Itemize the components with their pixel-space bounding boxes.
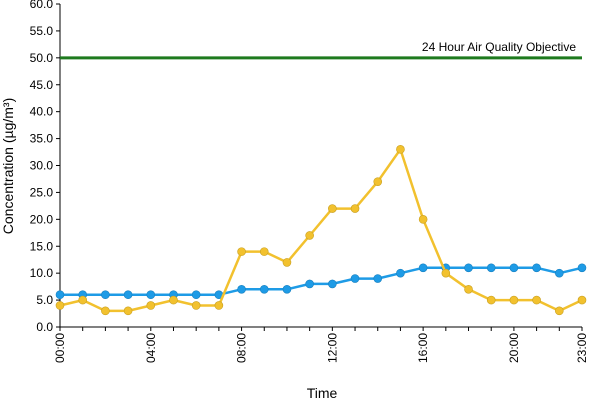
series-2-point	[532, 295, 541, 305]
y-tick-label: 20.0	[30, 212, 54, 226]
series-2-point	[259, 247, 269, 256]
series-2-point	[123, 306, 133, 316]
series-1-point	[123, 290, 133, 300]
y-tick-label: 40.0	[30, 105, 54, 119]
series-2-point	[577, 295, 587, 305]
x-tick-label: 20:00	[507, 333, 521, 363]
series-1-point	[509, 263, 519, 273]
series-2-point	[396, 145, 405, 154]
series-1-point	[328, 279, 337, 289]
series-2-point	[101, 306, 110, 316]
series-1-point	[555, 268, 564, 278]
y-tick-label: 45.0	[30, 78, 54, 92]
series-2-point	[305, 231, 314, 240]
y-tick-label: 15.0	[30, 239, 54, 253]
series-2-point	[555, 306, 564, 316]
y-tick-label: 30.0	[30, 159, 54, 173]
series-2-point	[328, 204, 337, 213]
series-1-point	[259, 285, 269, 294]
series-2-point	[350, 204, 360, 213]
series-2-point	[237, 247, 246, 256]
y-tick-label: 35.0	[30, 132, 54, 146]
x-tick-label: 00:00	[53, 333, 67, 363]
x-tick-label: 12:00	[325, 333, 339, 363]
series-2-point	[191, 301, 201, 310]
y-tick-label: 10.0	[30, 266, 54, 280]
series-2-point	[169, 295, 178, 305]
series-2-point	[78, 295, 87, 305]
series-1-point	[191, 290, 201, 300]
objective-line-group: 24 Hour Air Quality Objective	[60, 40, 582, 60]
series-2-line	[59, 148, 583, 313]
y-axis-ticks: 0.0 5.0 10.0 15.0 20.0 25.0 30.0 35.0 40.0 45.0 50…	[30, 0, 60, 334]
series-1-point	[486, 263, 496, 273]
x-tick-label: 23:00	[575, 333, 589, 363]
x-tick-label: 04:00	[144, 333, 158, 363]
series-2-point	[282, 258, 292, 267]
series-1-point	[55, 290, 65, 300]
x-tick-label: 16:00	[416, 333, 430, 363]
series-1-line	[60, 266, 583, 296]
series-1-point	[373, 274, 383, 283]
series-1-point	[418, 263, 428, 273]
series-1-point	[396, 268, 405, 278]
series-2-point	[373, 177, 383, 186]
series-2-point	[464, 285, 473, 294]
series-1-point	[101, 290, 110, 300]
x-tick-label: 08:00	[235, 333, 249, 363]
series-2-point	[486, 295, 496, 305]
series-1-point	[146, 290, 156, 300]
series-group	[55, 145, 587, 316]
series-2-point	[418, 215, 428, 224]
series-2-point	[214, 301, 224, 310]
series-1-point	[237, 285, 246, 294]
y-tick-label: 25.0	[30, 185, 54, 199]
x-axis-title: Time	[307, 385, 338, 400]
y-tick-label: 60.0	[30, 0, 54, 11]
series-1-point	[282, 285, 292, 294]
objective-label: 24 Hour Air Quality Objective	[422, 40, 576, 54]
series-2-point	[509, 295, 519, 305]
y-tick-label: 55.0	[30, 24, 54, 38]
x-axis-ticks: 00:00 04:00 08:00 12:00 16:00 20:00 23:00	[53, 327, 589, 363]
series-1-point	[464, 263, 473, 273]
series-1-point	[577, 263, 587, 273]
series-1-point	[350, 274, 360, 283]
y-axis-title: Concentration (µg/m³)	[0, 98, 16, 234]
series-1-point	[532, 263, 541, 273]
series-2-point	[441, 268, 451, 278]
y-tick-label: 0.0	[36, 320, 53, 334]
series-1-point	[305, 279, 314, 289]
y-tick-label: 50.0	[30, 51, 54, 65]
series-2-point	[146, 301, 156, 310]
y-tick-label: 5.0	[36, 293, 53, 307]
series-2-point	[55, 301, 65, 310]
